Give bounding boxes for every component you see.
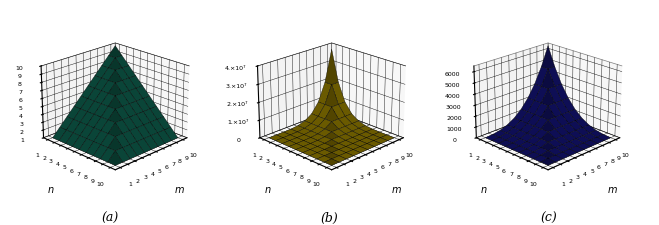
Text: (b): (b) [321,212,338,225]
Y-axis label: n: n [48,185,54,195]
Text: (a): (a) [101,212,119,225]
Y-axis label: n: n [480,185,487,195]
X-axis label: m: m [175,185,185,195]
Y-axis label: n: n [264,185,270,195]
X-axis label: m: m [608,185,617,195]
Text: (c): (c) [541,212,558,225]
X-axis label: m: m [391,185,401,195]
